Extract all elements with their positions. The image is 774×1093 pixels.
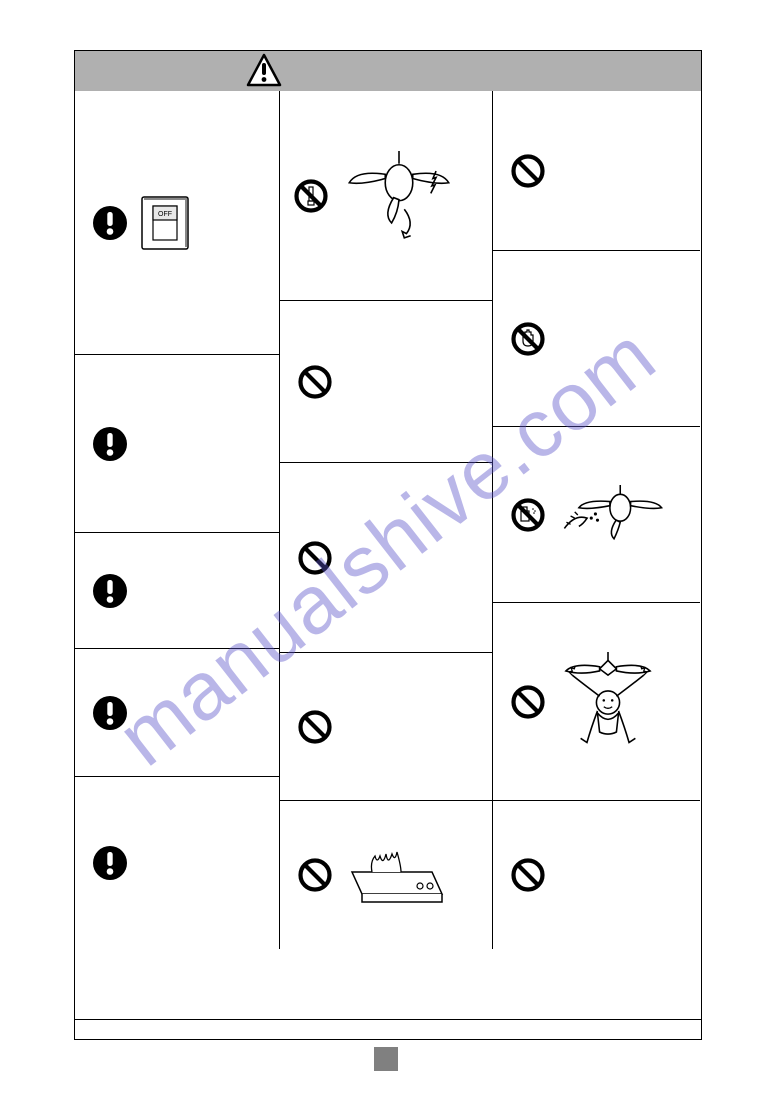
- cell-1-5: [75, 777, 279, 949]
- cell-3-4: [493, 603, 700, 801]
- page-number-marker: [374, 1047, 398, 1071]
- warning-triangle-icon: [246, 53, 282, 89]
- mandatory-icon: [93, 427, 127, 461]
- column-2: [280, 91, 493, 949]
- prohibit-hand-icon: [511, 322, 545, 356]
- column-3: [493, 91, 700, 949]
- cell-1-2: [75, 355, 279, 533]
- header-band: [75, 51, 701, 91]
- cell-2-1: [280, 91, 492, 301]
- prohibit-icon: [511, 154, 545, 188]
- cell-2-4: [280, 653, 492, 801]
- prohibit-icon: [298, 710, 332, 744]
- cell-3-3: [493, 427, 700, 603]
- cell-3-1: [493, 91, 700, 251]
- safety-grid: [75, 91, 701, 949]
- cell-1-3: [75, 533, 279, 649]
- fan-water-illustration: [553, 485, 673, 545]
- cell-3-2: [493, 251, 700, 427]
- prohibit-icon: [298, 858, 332, 892]
- prohibit-icon: [511, 858, 545, 892]
- mandatory-icon: [93, 696, 127, 730]
- fan-shock-illustration: [334, 151, 464, 241]
- page-frame: [74, 50, 702, 1020]
- prohibit-icon: [511, 685, 545, 719]
- prohibit-spray-icon: [511, 498, 545, 532]
- prohibit-icon: [298, 365, 332, 399]
- cell-1-1: [75, 91, 279, 355]
- mandatory-icon: [93, 206, 127, 240]
- cell-3-5: [493, 801, 700, 949]
- off-switch-illustration: [141, 196, 189, 250]
- child-hang-illustration: [553, 652, 663, 752]
- prohibit-tool-icon: [294, 179, 328, 213]
- cell-2-5: [280, 801, 492, 949]
- footer-box: [74, 1020, 702, 1040]
- stove-flame-illustration: [342, 844, 452, 906]
- mandatory-icon: [93, 846, 127, 880]
- mandatory-icon: [93, 574, 127, 608]
- cell-1-4: [75, 649, 279, 777]
- cell-2-2: [280, 301, 492, 463]
- cell-2-3: [280, 463, 492, 653]
- column-1: [75, 91, 280, 949]
- prohibit-icon: [298, 541, 332, 575]
